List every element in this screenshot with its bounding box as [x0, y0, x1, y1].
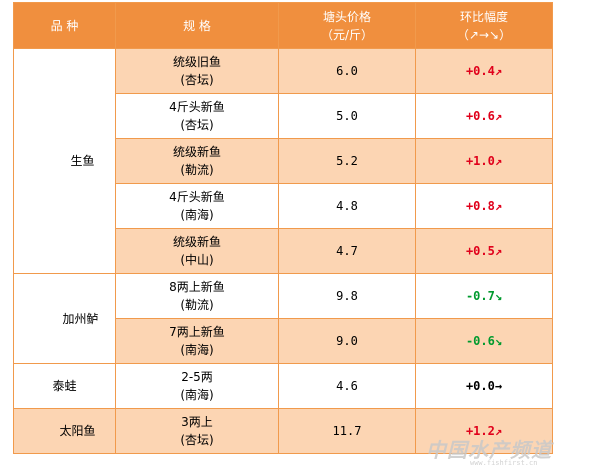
change-cell: -0.7↘ [415, 273, 553, 319]
spec-origin: (杏坛) [180, 73, 214, 87]
change-cell: +0.5↗ [415, 228, 553, 274]
watermark-logo: 中国水产频道 [426, 438, 552, 462]
change-cell: +0.6↗ [415, 93, 553, 139]
header-category: 品 种 [13, 2, 116, 49]
price-cell: 4.6 [278, 363, 416, 409]
price-cell: 11.7 [278, 408, 416, 454]
price-cell: 5.2 [278, 138, 416, 184]
change-cell: +0.4↗ [415, 48, 553, 94]
header-price-unit: （元/斤） [320, 27, 374, 42]
price-cell: 4.7 [278, 228, 416, 274]
price-cell: 6.0 [278, 48, 416, 94]
table-row: 7两上新鱼 (南海) 9.0 -0.6↘ [14, 318, 553, 364]
category-cell: 泰蛙 [13, 363, 116, 409]
spec-origin: (勒流) [180, 298, 214, 312]
table-row: 4斤头新鱼 (南海) 4.8 +0.8↗ [14, 183, 553, 229]
watermark-url: www.fishfirst.cn [470, 459, 538, 467]
fish-price-table: 品 种 规 格 塘头价格 （元/斤） 环比幅度 （↗→↘） 生鱼 [13, 2, 553, 454]
table-row: 统级新鱼 (中山) 4.7 +0.5↗ [14, 228, 553, 274]
spec-cell: 8两上新鱼 (勒流) [115, 273, 279, 319]
price-cell: 4.8 [278, 183, 416, 229]
change-cell: +1.2↗ [415, 408, 553, 454]
table-row: 泰蛙 2-5两 (南海) 4.6 +0.0→ [13, 363, 553, 409]
spec-origin: (勒流) [180, 163, 214, 177]
header-price-label: 塘头价格 [322, 9, 371, 24]
table-row: 生鱼 统级旧鱼 (杏坛) 6.0 +0.4↗ [13, 48, 553, 274]
spec-cell: 3两上 (杏坛) [115, 408, 279, 454]
spec-name: 统级旧鱼 [172, 55, 221, 69]
table-row: 统级新鱼 (勒流) 5.2 +1.0↗ [14, 138, 553, 184]
spec-cell: 统级新鱼 (勒流) [115, 138, 279, 184]
spec-cell: 7两上新鱼 (南海) [115, 318, 279, 364]
table-row: 太阳鱼 3两上 (杏坛) 11.7 +1.2↗ [13, 408, 553, 454]
spec-cell: 统级旧鱼 (杏坛) [115, 48, 279, 94]
category-label: 加州鲈 [62, 311, 99, 326]
table-header-row: 品 种 规 格 塘头价格 （元/斤） 环比幅度 （↗→↘） [13, 2, 553, 49]
category-label: 太阳鱼 [59, 424, 96, 438]
spec-origin: (杏坛) [180, 433, 214, 447]
price-cell: 5.0 [278, 93, 416, 139]
spec-name: 7两上新鱼 [169, 325, 225, 339]
category-label: 生鱼 [70, 154, 95, 168]
category-cell: 生鱼 [13, 48, 116, 274]
table-row: 加州鲈 8两上新鱼 (勒流) 9.8 -0.7↘ [13, 273, 553, 364]
spec-name: 2-5两 [181, 370, 213, 384]
spec-cell: 4斤头新鱼 (杏坛) [115, 93, 279, 139]
spec-cell: 统级新鱼 (中山) [115, 228, 279, 274]
change-cell: +0.0→ [415, 363, 553, 409]
spec-origin: (中山) [180, 253, 214, 267]
spec-origin: (杏坛) [180, 118, 214, 132]
spec-name: 统级新鱼 [172, 145, 221, 159]
price-cell: 9.8 [278, 273, 416, 319]
spec-name: 8两上新鱼 [169, 280, 225, 294]
change-cell: +1.0↗ [415, 138, 553, 184]
spec-origin: (南海) [180, 208, 214, 222]
category-label: 泰蛙 [52, 379, 77, 393]
header-spec: 规 格 [115, 2, 279, 49]
header-change: 环比幅度 （↗→↘） [415, 2, 553, 49]
price-cell: 9.0 [278, 318, 416, 364]
header-change-label: 环比幅度 [459, 9, 508, 24]
table-row: 4斤头新鱼 (杏坛) 5.0 +0.6↗ [14, 93, 553, 139]
spec-cell: 2-5两 (南海) [115, 363, 279, 409]
spec-name: 4斤头新鱼 [169, 190, 225, 204]
spec-origin: (南海) [180, 343, 214, 357]
change-cell: +0.8↗ [415, 183, 553, 229]
spec-name: 统级新鱼 [172, 235, 221, 249]
spec-name: 3两上 [181, 415, 213, 429]
header-spec-label: 规 格 [183, 18, 211, 33]
category-cell: 加州鲈 [13, 273, 116, 364]
spec-name: 4斤头新鱼 [169, 100, 225, 114]
spec-origin: (南海) [180, 388, 214, 402]
category-cell: 太阳鱼 [13, 408, 116, 454]
header-price: 塘头价格 （元/斤） [278, 2, 416, 49]
header-category-label: 品 种 [50, 18, 79, 33]
change-cell: -0.6↘ [415, 318, 553, 364]
header-change-legend: （↗→↘） [456, 27, 512, 42]
spec-cell: 4斤头新鱼 (南海) [115, 183, 279, 229]
